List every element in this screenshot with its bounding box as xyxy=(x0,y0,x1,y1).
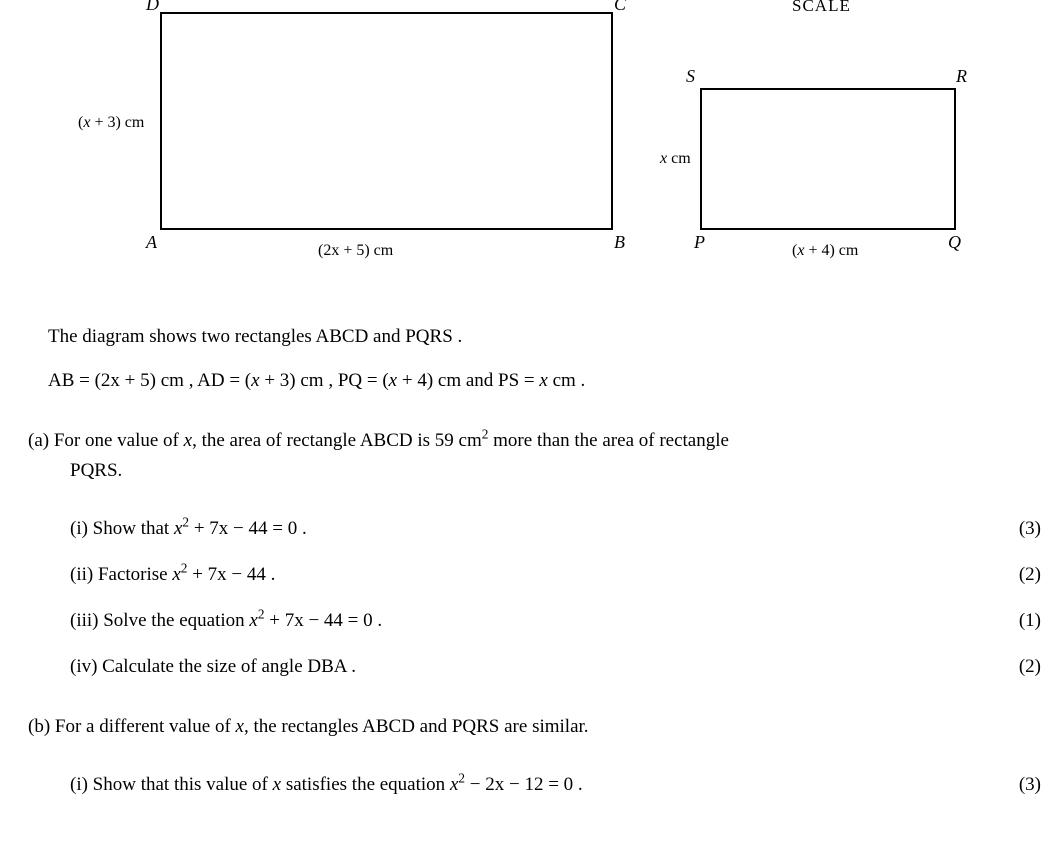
part-a-ii-text: (ii) Factorise x2 + 7x − 44 . xyxy=(70,564,275,586)
part-b-i: (i) Show that this value of x satisfies … xyxy=(70,774,1051,796)
vertex-d: D xyxy=(146,0,159,15)
vertex-b: B xyxy=(614,232,625,253)
vertex-r: R xyxy=(956,66,967,87)
pqrs-bottom-label: (x + 4) cm xyxy=(792,242,858,260)
vertex-c: C xyxy=(614,0,626,15)
rectangle-abcd xyxy=(160,12,613,230)
abcd-bottom-label: (2x + 5) cm xyxy=(318,242,393,260)
part-a-iii-marks: (1) xyxy=(1019,610,1051,632)
part-a-iii-text: (iii) Solve the equation x2 + 7x − 44 = … xyxy=(70,610,382,632)
part-a-i-text: (i) Show that x2 + 7x − 44 = 0 . xyxy=(70,518,307,540)
part-b-i-marks: (3) xyxy=(1019,774,1051,796)
vertex-p: P xyxy=(694,232,705,253)
part-a-iv-marks: (2) xyxy=(1019,656,1051,678)
part-b-i-text: (i) Show that this value of x satisfies … xyxy=(70,774,583,796)
part-a-iv-text: (iv) Calculate the size of angle DBA . xyxy=(70,656,356,678)
vertex-a: A xyxy=(146,232,157,253)
part-b-intro: (b) For a different value of x, the rect… xyxy=(28,716,1051,738)
page: SCALE D C A B (x + 3) cm (2x + 5) cm S R… xyxy=(0,0,1061,861)
vertex-q: Q xyxy=(948,232,961,253)
part-a-intro-line1: (a) For one value of x, the area of rect… xyxy=(28,430,1051,452)
scale-label: SCALE xyxy=(792,0,851,16)
part-a-intro-line2: PQRS. xyxy=(70,460,1051,482)
intro-line-2: AB = (2x + 5) cm , AD = (x + 3) cm , PQ … xyxy=(48,370,1051,392)
part-a-iii: (iii) Solve the equation x2 + 7x − 44 = … xyxy=(70,610,1051,632)
part-a-ii: (ii) Factorise x2 + 7x − 44 . (2) xyxy=(70,564,1051,586)
pqrs-side-label: x cm xyxy=(660,150,691,168)
part-a-iv: (iv) Calculate the size of angle DBA . (… xyxy=(70,656,1051,678)
part-a-i: (i) Show that x2 + 7x − 44 = 0 . (3) xyxy=(70,518,1051,540)
intro-line-1: The diagram shows two rectangles ABCD an… xyxy=(48,326,1051,348)
rectangle-pqrs xyxy=(700,88,956,230)
part-a-i-marks: (3) xyxy=(1019,518,1051,540)
abcd-side-label: (x + 3) cm xyxy=(78,114,144,132)
vertex-s: S xyxy=(686,66,695,87)
part-a-ii-marks: (2) xyxy=(1019,564,1051,586)
diagram-area: SCALE D C A B (x + 3) cm (2x + 5) cm S R… xyxy=(0,0,1061,290)
